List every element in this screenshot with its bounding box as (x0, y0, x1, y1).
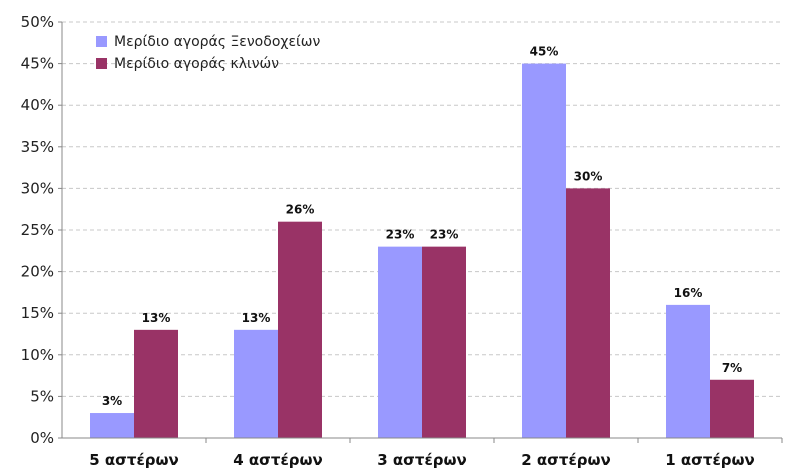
bar-beds-4 (710, 379, 754, 438)
x-category-label: 5 αστέρων (89, 451, 179, 469)
y-tick-label: 15% (21, 304, 54, 322)
data-label-hotels-3: 45% (530, 45, 559, 59)
data-label-beds-1: 26% (286, 203, 315, 217)
y-tick-label: 0% (30, 429, 54, 447)
x-category-label: 4 αστέρων (233, 451, 323, 469)
data-label-hotels-0: 3% (102, 394, 122, 408)
x-axis-category-labels: 5 αστέρων 4 αστέρων 3 αστέρων 2 αστέρων 1 ασ… (89, 451, 755, 469)
data-label-beds-2: 23% (430, 228, 459, 242)
bar-hotels-3 (522, 63, 566, 438)
y-tick-label: 30% (21, 179, 54, 197)
bars (90, 63, 754, 438)
data-label-hotels-1: 13% (242, 311, 271, 325)
data-label-beds-0: 13% (142, 311, 171, 325)
y-tick-label: 50% (21, 13, 54, 31)
bar-hotels-4 (666, 304, 710, 438)
y-tick-label: 35% (21, 138, 54, 156)
y-tick-label: 10% (21, 346, 54, 364)
bar-beds-0 (134, 329, 178, 438)
bar-beds-3 (566, 188, 610, 438)
bar-hotels-1 (234, 329, 278, 438)
y-tick-label: 25% (21, 221, 54, 239)
data-label-beds-4: 7% (722, 361, 742, 375)
bar-beds-1 (278, 221, 322, 438)
legend-swatch-hotels (96, 36, 107, 47)
legend-label-beds: Μερίδιο αγοράς κλινών (114, 56, 279, 72)
bar-hotels-2 (378, 246, 422, 438)
x-category-label: 3 αστέρων (377, 451, 467, 469)
legend-swatch-beds (96, 58, 107, 69)
y-axis-tick-labels: 0% 5% 10% 15% 20% 25% 30% 35% 40% 45% 50% (21, 13, 54, 447)
bar-hotels-0 (90, 413, 134, 438)
legend: Μερίδιο αγοράς Ξενοδοχείων Μερίδιο αγορά… (96, 34, 320, 72)
y-tick-label: 20% (21, 263, 54, 281)
axes (58, 21, 783, 443)
bar-beds-2 (422, 246, 466, 438)
y-tick-label: 40% (21, 96, 54, 114)
y-tick-label: 45% (21, 55, 54, 73)
data-label-hotels-4: 16% (674, 286, 703, 300)
data-labels: 3% 13% 13% 26% 23% 23% 45% 30% 16% 7% (102, 45, 742, 408)
x-category-label: 2 αστέρων (521, 451, 611, 469)
legend-label-hotels: Μερίδιο αγοράς Ξενοδοχείων (114, 34, 320, 50)
x-category-label: 1 αστέρων (665, 451, 755, 469)
y-tick-label: 5% (30, 387, 54, 405)
data-label-beds-3: 30% (574, 169, 603, 183)
data-label-hotels-2: 23% (386, 228, 415, 242)
